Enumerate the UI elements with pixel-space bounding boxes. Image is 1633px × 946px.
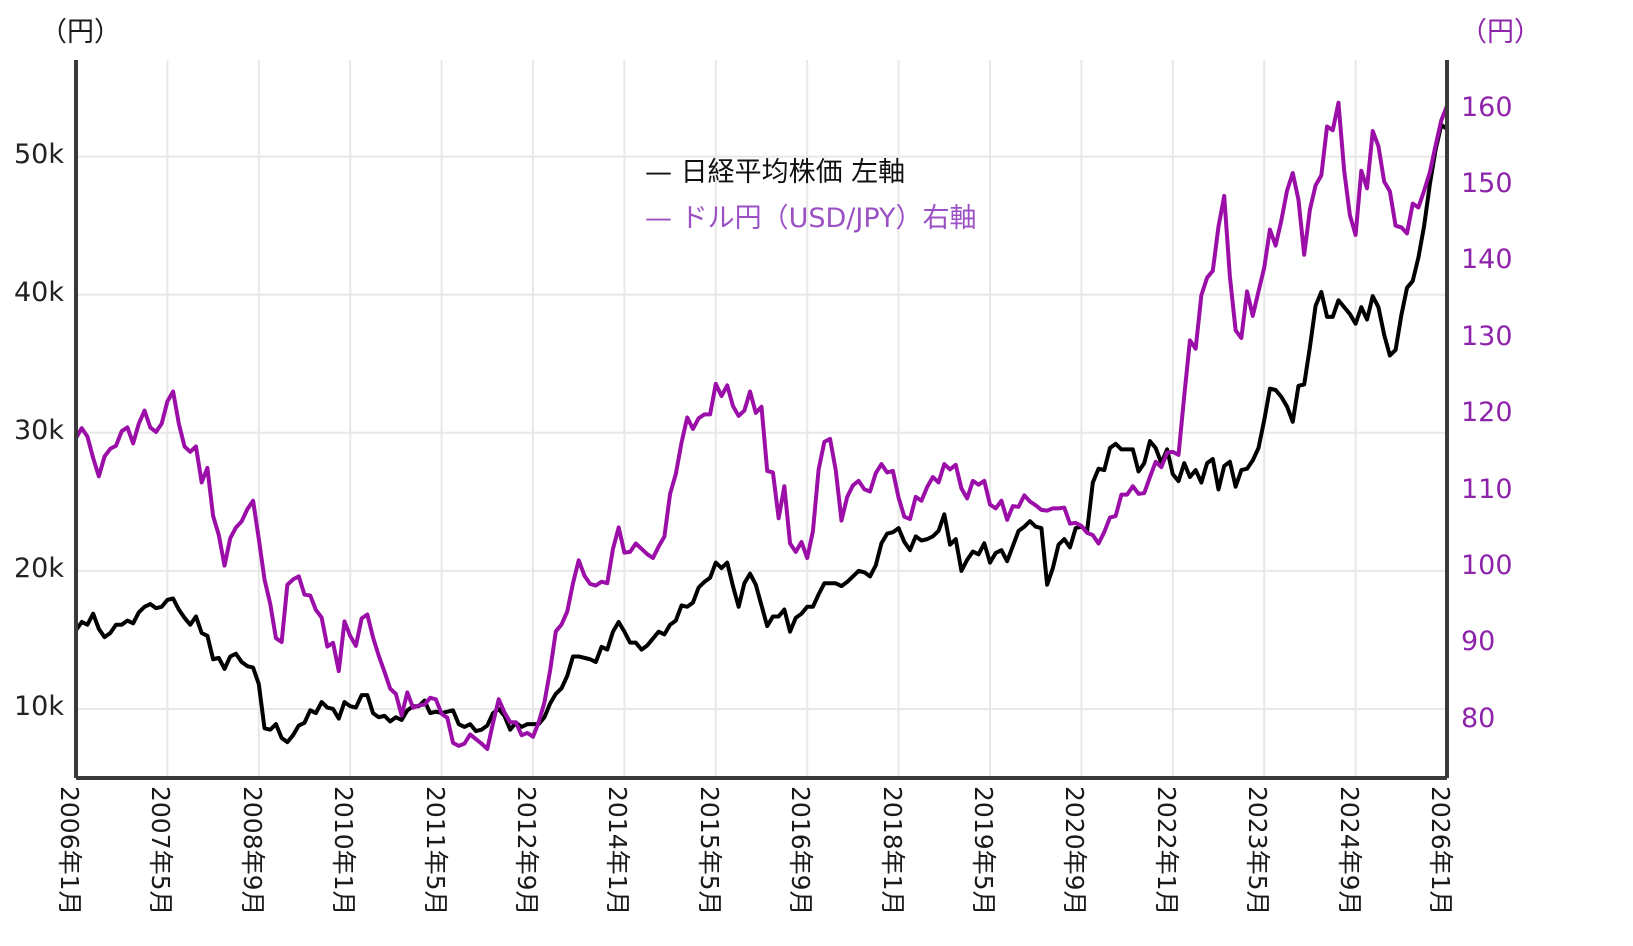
left-axis-tick-label: 30k (14, 414, 64, 446)
x-axis-tick-label: 2006年1月 (55, 786, 84, 916)
x-axis-tick-label: 2012年9月 (512, 786, 541, 916)
x-axis-tick-label: 2023年5月 (1243, 786, 1273, 916)
axis-spines (74, 60, 1449, 780)
x-axis-tick-label: 2015年5月 (694, 786, 724, 916)
right-axis-tick-label: 140 (1461, 244, 1513, 276)
legend-line-icon: — (645, 157, 681, 188)
left-axis-tick-label: 50k (14, 138, 64, 170)
right-axis-tick-label: 130 (1461, 320, 1513, 352)
right-axis-unit-label: （円） (1460, 17, 1541, 48)
left-axis-tick-label: 40k (14, 276, 64, 308)
legend-item-label: ドル円（USD/JPY）右軸 (680, 203, 977, 234)
x-axis-tick-label: 2007年5月 (146, 786, 176, 916)
right-axis-tick-label: 160 (1461, 91, 1513, 123)
left-axis-tick-label: 20k (14, 552, 64, 584)
x-axis-tick-label: 2011年5月 (420, 786, 450, 916)
x-axis-tick-label: 2022年1月 (1151, 786, 1181, 916)
x-axis-tick-label: 2020年9月 (1060, 786, 1090, 916)
right-axis-tick-label: 150 (1461, 168, 1513, 200)
right-axis-tick-label: 120 (1461, 397, 1513, 429)
x-axis-tick-label: 2024年9月 (1334, 786, 1364, 916)
right-axis-tick-label: 80 (1461, 702, 1496, 734)
right-axis-tick-label: 100 (1461, 549, 1513, 581)
x-axis-tick-label: 2018年1月 (877, 786, 907, 916)
x-axis-tick-label: 2016年9月 (786, 786, 816, 916)
left-axis-tick-label: 10k (14, 690, 64, 722)
series-lines (74, 100, 1449, 751)
x-axis-tick-label: 2019年5月 (969, 786, 998, 916)
legend-item: — 日経平均株価 左軸 (645, 150, 977, 196)
x-axis-tick-label: 2014年1月 (603, 786, 633, 916)
right-axis-tick-label: 90 (1461, 626, 1496, 658)
x-axis-tick-label: 2010年1月 (329, 786, 359, 916)
chart-legend: — 日経平均株価 左軸 — ドル円（USD/JPY）右軸 (645, 150, 977, 242)
left-axis-unit-label: （円） (40, 17, 121, 48)
x-axis-tick-label: 2008年9月 (237, 786, 267, 916)
right-axis-tick-label: 110 (1461, 473, 1513, 505)
x-axis-tick-label: 2026年1月 (1426, 786, 1455, 916)
legend-line-icon: — (645, 203, 681, 234)
legend-item: — ドル円（USD/JPY）右軸 (645, 196, 977, 242)
legend-item-label: 日経平均株価 左軸 (680, 157, 906, 188)
